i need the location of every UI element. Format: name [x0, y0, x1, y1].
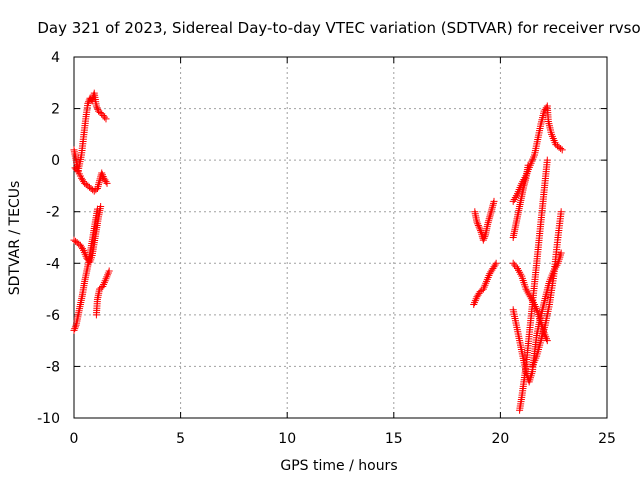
- data-point: [93, 205, 101, 213]
- data-point: [99, 111, 107, 119]
- x-tick-label: 10: [278, 431, 296, 447]
- data-point: [509, 259, 517, 267]
- y-tick-label: -8: [46, 359, 60, 375]
- y-tick-label: 0: [51, 153, 60, 169]
- y-tick-label: -6: [46, 308, 60, 324]
- data-point: [79, 245, 87, 253]
- data-point: [103, 179, 111, 187]
- data-point: [475, 223, 483, 231]
- data-point: [84, 99, 92, 107]
- data-point: [99, 172, 107, 180]
- data-point: [524, 161, 532, 169]
- data-point: [481, 233, 489, 241]
- data-point: [71, 325, 79, 333]
- data-point: [102, 115, 110, 123]
- data-point: [98, 110, 106, 118]
- data-point: [70, 326, 78, 334]
- data-point: [479, 236, 487, 244]
- y-tick-label: -10: [37, 411, 60, 427]
- data-point: [490, 197, 498, 205]
- x-tick-label: 25: [598, 431, 616, 447]
- y-axis-label: SDTVAR / TECUs: [7, 181, 23, 296]
- x-axis-label: GPS time / hours: [280, 458, 397, 474]
- data-point: [102, 178, 110, 186]
- ticks: 0 5 10 15 20 25 -10 -8 -6 -4 -2 0 2 4: [37, 50, 616, 447]
- chart-title: Day 321 of 2023, Sidereal Day-to-day VTE…: [37, 19, 640, 37]
- data-point: [93, 104, 101, 112]
- data-point: [492, 259, 500, 267]
- data-point: [101, 113, 109, 121]
- data-point: [491, 261, 499, 269]
- x-tick-label: 15: [385, 431, 403, 447]
- y-tick-label: -4: [46, 256, 60, 272]
- data-point: [473, 218, 481, 226]
- data-point: [480, 234, 488, 242]
- data-point: [543, 337, 551, 345]
- data-point: [557, 249, 565, 257]
- x-tick-label: 0: [70, 431, 79, 447]
- data-points: [70, 89, 566, 414]
- data-point: [476, 225, 484, 233]
- data-point: [511, 261, 519, 269]
- x-tick-label: 5: [176, 431, 185, 447]
- data-point: [512, 263, 520, 271]
- y-tick-label: 4: [51, 50, 60, 66]
- data-point: [474, 221, 482, 229]
- data-point: [105, 267, 113, 275]
- grid: [74, 57, 607, 418]
- y-tick-label: 2: [51, 102, 60, 118]
- data-point: [558, 146, 566, 154]
- data-point: [557, 145, 565, 153]
- data-point: [543, 156, 551, 164]
- data-point: [71, 323, 79, 331]
- data-point: [474, 220, 482, 228]
- y-tick-label: -2: [46, 205, 60, 221]
- data-point: [557, 208, 565, 216]
- data-point: [98, 169, 106, 177]
- x-tick-label: 20: [491, 431, 509, 447]
- data-point: [98, 171, 106, 179]
- data-point: [96, 108, 104, 116]
- data-point: [92, 102, 100, 110]
